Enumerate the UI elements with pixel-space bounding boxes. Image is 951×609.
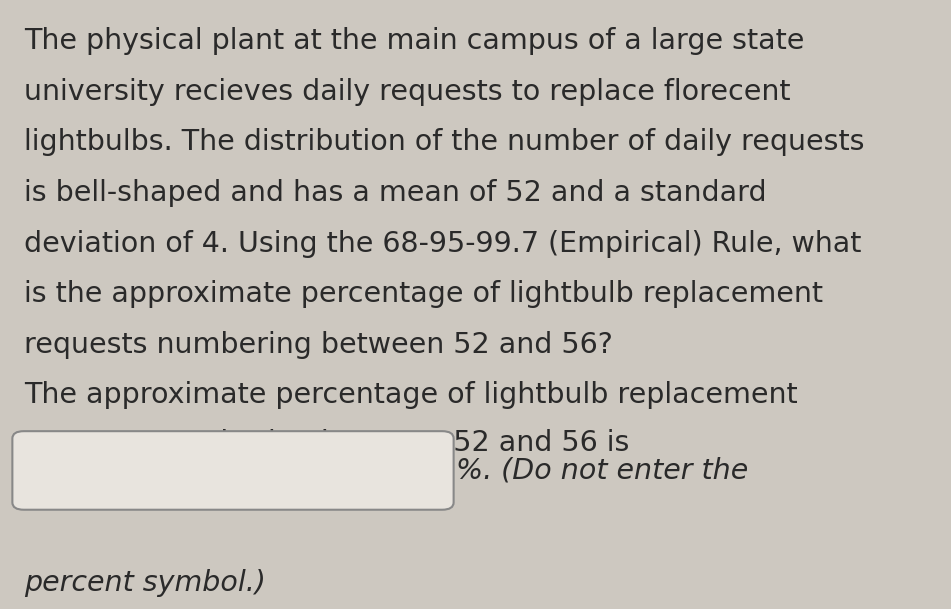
- Text: %. (Do not enter the: %. (Do not enter the: [456, 457, 748, 484]
- Text: The physical plant at the main campus of a large state: The physical plant at the main campus of…: [24, 27, 805, 55]
- Text: requests numbering between 52 and 56?: requests numbering between 52 and 56?: [24, 331, 612, 359]
- Text: is the approximate percentage of lightbulb replacement: is the approximate percentage of lightbu…: [24, 280, 823, 308]
- Text: lightbulbs. The distribution of the number of daily requests: lightbulbs. The distribution of the numb…: [24, 128, 864, 157]
- FancyBboxPatch shape: [12, 431, 454, 510]
- Text: percent symbol.): percent symbol.): [24, 569, 265, 597]
- Text: requests numbering between 52 and 56 is: requests numbering between 52 and 56 is: [24, 429, 630, 457]
- Text: university recieves daily requests to replace florecent: university recieves daily requests to re…: [24, 78, 790, 106]
- Text: The approximate percentage of lightbulb replacement: The approximate percentage of lightbulb …: [24, 381, 797, 409]
- Text: is bell-shaped and has a mean of 52 and a standard: is bell-shaped and has a mean of 52 and …: [24, 179, 767, 207]
- Text: deviation of 4. Using the 68-95-99.7 (Empirical) Rule, what: deviation of 4. Using the 68-95-99.7 (Em…: [24, 230, 862, 258]
